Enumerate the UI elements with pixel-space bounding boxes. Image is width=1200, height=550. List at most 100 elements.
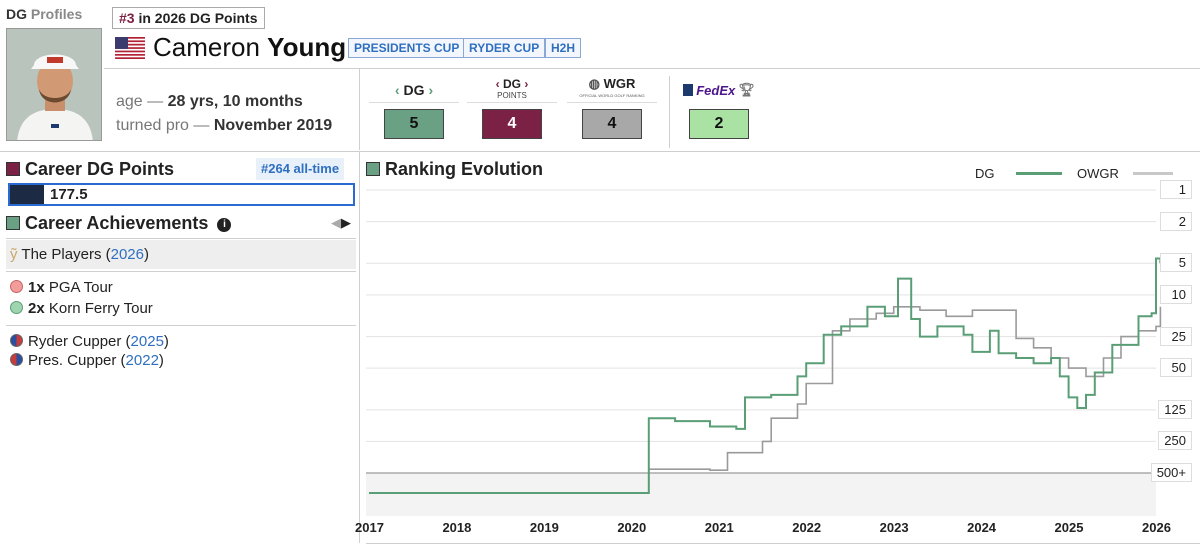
y-tick-label: 250	[1158, 431, 1192, 451]
header-divider	[104, 68, 1200, 69]
players-year-link[interactable]: 2026	[110, 246, 144, 263]
x-tick-label: 2019	[529, 520, 559, 535]
legend-owgr[interactable]: OWGR	[1077, 166, 1173, 181]
y-tick-label: 25	[1160, 326, 1192, 346]
achievements-title: Career Achievements i	[6, 213, 232, 234]
next-arrow-icon[interactable]: ▶	[341, 215, 351, 230]
pres-row: Pres. Cupper (2022)	[10, 352, 164, 369]
player-name: Cameron Young	[153, 32, 346, 63]
rank-text: in 2026 DG Points	[138, 10, 258, 26]
kft-dot-icon	[10, 301, 23, 314]
dg-rank-value: 5	[384, 109, 444, 139]
achievements-swatch	[6, 216, 20, 230]
career-points-title: Career DG Points	[6, 159, 174, 180]
chart-title: Ranking Evolution	[366, 159, 543, 180]
ryder-year-link[interactable]: 2025	[130, 333, 164, 350]
ryder-close: )	[163, 333, 169, 350]
ryder-cup-tag[interactable]: RYDER CUP	[463, 38, 546, 58]
pres-cup-icon	[10, 353, 23, 366]
x-tick-label: 2022	[792, 520, 822, 535]
series-dg-line	[369, 257, 1162, 494]
turned-pro-label: turned pro —	[116, 117, 210, 134]
win-row-pga: 1x PGA Tour	[10, 279, 113, 296]
fedex-divider	[669, 76, 670, 148]
us-flag-icon	[115, 37, 145, 59]
x-tick-label: 2017	[355, 520, 384, 535]
ranking-chart[interactable]	[366, 180, 1198, 516]
turned-pro-row: turned pro — November 2019	[116, 117, 332, 135]
pres-year-link[interactable]: 2022	[125, 352, 159, 369]
win-row-kft: 2x Korn Ferry Tour	[10, 300, 153, 317]
x-tick-label: 2018	[442, 520, 472, 535]
fedex-rank[interactable]: FedEx 🏆︎ 2	[674, 77, 764, 139]
brand[interactable]: DG Profiles	[6, 6, 82, 22]
age-value: 28 yrs, 10 months	[167, 93, 303, 110]
chevron-right-icon[interactable]: ›	[524, 76, 529, 91]
age-label: age —	[116, 93, 164, 110]
pga-win-count: 1x	[28, 279, 45, 296]
owgr-sublabel: OFFICIAL WORLD GOLF RANKING	[579, 92, 645, 98]
fedex-label: FedEx	[696, 82, 736, 98]
pga-dot-icon	[10, 280, 23, 293]
pres-label: Pres. Cupper (	[28, 352, 126, 369]
dg-points-sublabel: POINTS	[497, 90, 527, 100]
bottom-divider	[366, 543, 1200, 544]
players-label: The Players (	[21, 246, 111, 263]
legend-owgr-swatch	[1132, 172, 1173, 175]
y-tick-label: 50	[1160, 358, 1192, 378]
ach-divider-2	[6, 271, 356, 272]
chevron-right-icon[interactable]: ›	[428, 81, 434, 98]
fedex-value: 2	[689, 109, 749, 139]
chevron-left-icon[interactable]: ‹	[394, 81, 400, 98]
dg-points-rank[interactable]: ‹ DG › POINTS 4	[467, 77, 557, 139]
trophy-icon: ỹ	[10, 246, 18, 263]
owgr-label-text: WGR	[603, 75, 636, 91]
prev-arrow-icon[interactable]: ◀	[331, 215, 341, 230]
pager-arrows[interactable]: ◀▶	[331, 215, 351, 231]
x-tick-label: 2020	[617, 520, 647, 535]
kft-tour-label: Korn Ferry Tour	[48, 300, 153, 317]
globe-icon: ◍	[588, 75, 600, 91]
ryder-cup-icon	[10, 334, 23, 347]
brand-secondary: Profiles	[30, 6, 83, 22]
legend-dg-label: DG	[975, 166, 995, 181]
dg-points-value: 4	[482, 109, 542, 139]
legend-dg[interactable]: DG	[975, 166, 1063, 181]
player-photo	[6, 28, 102, 141]
dg-points-label[interactable]: ‹ DG › POINTS	[467, 77, 557, 103]
alltime-badge[interactable]: #264 all-time	[256, 158, 345, 180]
chevron-left-icon[interactable]: ‹	[495, 76, 500, 91]
ach-divider	[6, 238, 356, 239]
ryder-row: Ryder Cupper (2025)	[10, 333, 169, 350]
unranked-zone	[366, 473, 1156, 516]
brand-primary: DG	[6, 6, 27, 22]
career-points-title-text: Career DG Points	[25, 159, 175, 179]
trophy-icon: 🏆︎	[738, 82, 755, 97]
x-tick-label: 2023	[879, 520, 909, 535]
dg-rank[interactable]: ‹ DG › 5	[369, 77, 459, 139]
rank-hash: #3	[119, 10, 135, 26]
turned-pro-value: November 2019	[213, 117, 333, 134]
dg-points-label-text: DG	[503, 76, 521, 91]
first-name: Cameron	[153, 32, 260, 62]
ryder-label: Ryder Cupper (	[28, 333, 131, 350]
players-close: )	[143, 246, 149, 263]
owgr-rank[interactable]: ◍ WGR OFFICIAL WORLD GOLF RANKING 4	[567, 77, 657, 139]
rank-badge: #3 in 2026 DG Points	[112, 7, 265, 29]
y-tick-label: 2	[1160, 211, 1192, 231]
career-points-swatch	[6, 162, 20, 176]
section-divider	[0, 151, 1200, 152]
h2h-tag[interactable]: H2H	[545, 38, 582, 58]
y-tick-label: 5	[1160, 253, 1192, 273]
ach-divider-3	[6, 325, 356, 326]
dg-rank-label[interactable]: ‹ DG ›	[369, 77, 459, 103]
info-icon[interactable]: i	[217, 218, 232, 232]
pres-close: )	[158, 352, 164, 369]
pga-tour-icon	[683, 84, 694, 96]
age-row: age — 28 yrs, 10 months	[116, 93, 303, 111]
y-tick-label: 125	[1158, 399, 1192, 419]
kft-win-count: 2x	[28, 300, 45, 317]
series-owgr-line	[369, 306, 1162, 494]
presidents-cup-tag[interactable]: PRESIDENTS CUP	[348, 38, 466, 58]
x-tick-label: 2024	[967, 520, 997, 535]
